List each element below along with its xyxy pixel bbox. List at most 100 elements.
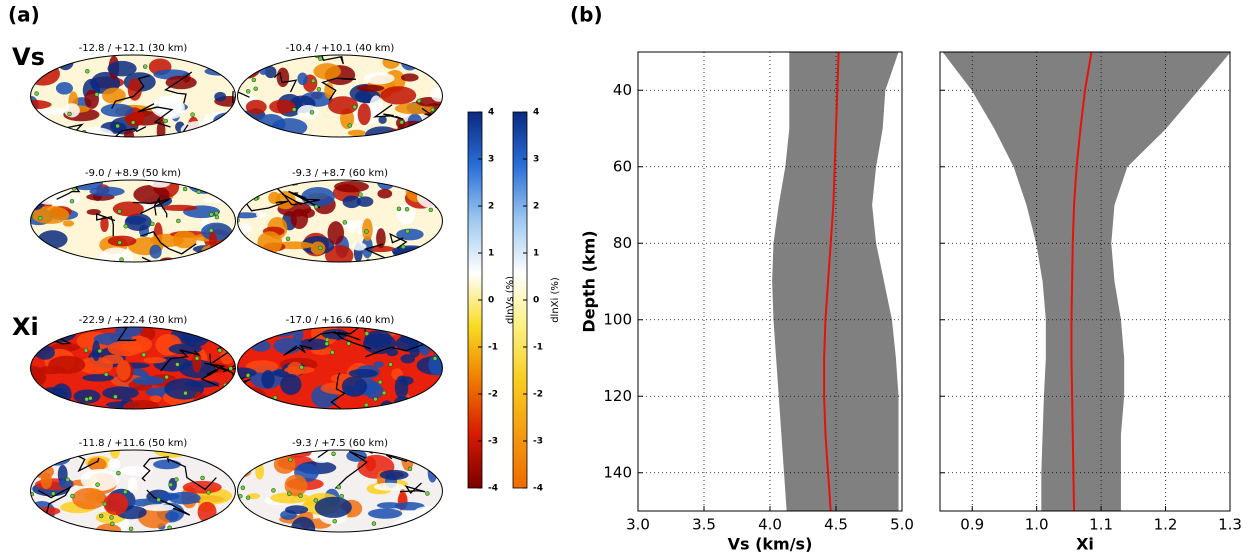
station [245, 89, 251, 94]
x-tick-label: 3.0 [626, 516, 650, 534]
map-anomaly [127, 78, 142, 101]
coastline [279, 526, 302, 532]
station [123, 224, 128, 229]
map-anomaly [255, 327, 283, 336]
coastline [377, 131, 415, 137]
coastline [209, 353, 236, 373]
map-anomaly [417, 516, 443, 532]
station [416, 98, 422, 104]
station [85, 69, 90, 74]
map-anomaly [165, 75, 197, 90]
map-anomaly [247, 493, 261, 500]
map-anomaly [313, 63, 341, 80]
station [428, 207, 434, 213]
map-anomaly [168, 343, 202, 355]
station [83, 348, 89, 353]
station [400, 244, 406, 250]
station [164, 374, 169, 380]
y-tick-label: 40 [613, 81, 632, 99]
map-anomaly [256, 211, 267, 219]
map-anomaly [257, 522, 274, 532]
colorbar-tick-label: -4 [533, 484, 543, 494]
map-anomaly [237, 249, 256, 262]
map-anomaly [245, 99, 267, 115]
map-outline [237, 179, 443, 263]
coastline [283, 344, 313, 356]
map-anomaly [237, 180, 251, 195]
map-anomaly [73, 389, 101, 404]
colorbar-tick-label: 1 [533, 249, 539, 259]
map-anomaly [251, 327, 263, 340]
station [97, 348, 103, 354]
map-anomaly [64, 103, 80, 118]
map-anomaly [107, 340, 143, 357]
station [331, 451, 336, 457]
coastline [242, 198, 289, 212]
map-anomaly [273, 337, 302, 354]
coastline [95, 212, 116, 237]
map-anomaly [148, 180, 171, 188]
map-anomaly [165, 511, 179, 521]
x-axis-label: Vs (km/s) [728, 535, 813, 554]
map-anomaly [192, 351, 202, 373]
map-anomaly [415, 187, 434, 195]
station [194, 356, 200, 361]
map-anomaly [432, 234, 443, 259]
map-anomaly [418, 181, 443, 195]
station [253, 86, 258, 92]
coastline [200, 362, 226, 387]
panel-label: (b) [570, 3, 603, 27]
y-tick-label: 100 [603, 310, 632, 328]
coastline [273, 72, 298, 93]
station [324, 341, 330, 347]
coastline [141, 456, 169, 482]
station [109, 515, 114, 520]
map-anomaly [426, 395, 436, 409]
coastline [110, 126, 147, 137]
x-tick-label: 1.0 [1025, 516, 1049, 534]
station [98, 513, 104, 519]
station [285, 236, 291, 242]
station [313, 498, 319, 503]
station [324, 337, 330, 342]
station [47, 397, 52, 403]
map-outline [237, 326, 443, 410]
map-anomaly [342, 195, 361, 209]
map-anomaly [237, 127, 248, 137]
station [69, 198, 75, 204]
map-anomaly [133, 184, 170, 205]
map-anomaly [201, 222, 232, 241]
mean-line [1070, 51, 1093, 512]
map-anomaly [351, 242, 367, 251]
map-anomaly [203, 450, 235, 461]
station [364, 402, 369, 408]
station [70, 493, 75, 499]
map-anomaly [55, 81, 73, 95]
station [182, 186, 188, 192]
map-anomaly [48, 355, 86, 374]
station [113, 394, 118, 399]
station [67, 111, 72, 117]
station [245, 495, 251, 500]
map-anomaly [297, 72, 308, 86]
map-anomaly [363, 72, 395, 85]
coastline [66, 450, 100, 473]
station [209, 212, 214, 217]
station [183, 390, 188, 396]
map-anomaly [357, 103, 371, 126]
map-anomaly [62, 220, 75, 227]
coastline [163, 71, 193, 104]
coastline [308, 331, 372, 350]
map-title: -22.9 / +22.4 (30 km) [79, 315, 188, 326]
map-anomaly [107, 458, 121, 470]
map-anomaly [432, 327, 441, 342]
map-anomaly [87, 457, 107, 472]
map-title: -11.8 / +11.6 (50 km) [79, 438, 188, 449]
map-anomaly [168, 491, 201, 505]
map-anomaly [112, 201, 144, 217]
map-anomaly [284, 505, 309, 515]
map-anomaly [36, 327, 77, 343]
map-anomaly [380, 86, 417, 105]
map-anomaly [103, 492, 129, 516]
map-anomaly [30, 125, 40, 136]
